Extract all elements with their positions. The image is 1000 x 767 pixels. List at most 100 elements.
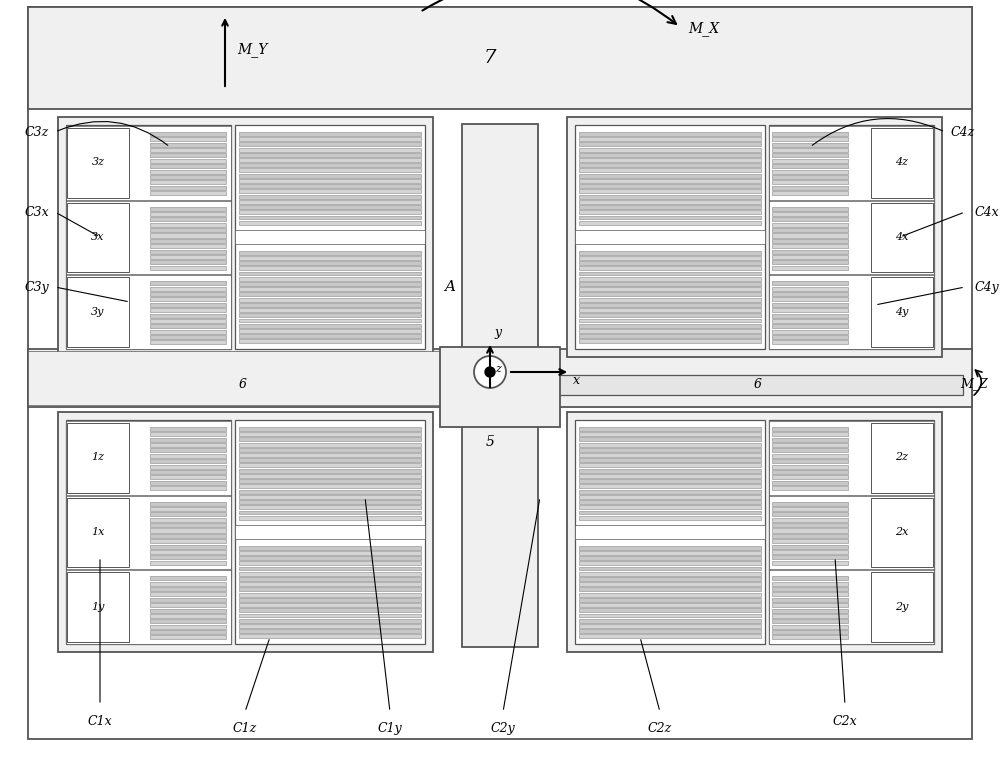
Bar bbox=[239, 474, 421, 478]
Text: 3y: 3y bbox=[91, 307, 105, 317]
Text: 3z: 3z bbox=[92, 157, 104, 167]
Bar bbox=[772, 330, 848, 334]
Bar bbox=[772, 239, 848, 243]
Bar bbox=[235, 230, 425, 244]
Bar bbox=[772, 433, 848, 436]
Bar bbox=[239, 261, 421, 265]
Bar bbox=[150, 148, 226, 152]
Bar bbox=[579, 551, 761, 555]
Text: A: A bbox=[444, 280, 456, 294]
Text: 2x: 2x bbox=[895, 527, 909, 537]
Bar bbox=[239, 577, 421, 581]
Text: C1y: C1y bbox=[378, 722, 402, 735]
FancyArrowPatch shape bbox=[422, 0, 676, 24]
Bar bbox=[579, 603, 761, 607]
Bar bbox=[579, 598, 761, 602]
Bar bbox=[239, 505, 421, 509]
Bar bbox=[150, 308, 226, 312]
Bar bbox=[579, 448, 761, 452]
Bar bbox=[239, 221, 421, 225]
Bar bbox=[772, 470, 848, 474]
Bar bbox=[150, 132, 226, 136]
Bar bbox=[239, 163, 421, 167]
Bar bbox=[579, 556, 761, 560]
Bar bbox=[150, 180, 226, 184]
Bar bbox=[772, 427, 848, 431]
Bar bbox=[769, 495, 934, 569]
Bar bbox=[579, 463, 761, 467]
Bar bbox=[28, 7, 972, 109]
Bar bbox=[239, 515, 421, 520]
Bar bbox=[150, 630, 226, 634]
Bar bbox=[579, 629, 761, 634]
Bar bbox=[239, 511, 421, 515]
Text: C3z: C3z bbox=[25, 126, 49, 139]
Bar bbox=[150, 597, 226, 602]
Bar bbox=[579, 495, 761, 499]
Bar bbox=[772, 523, 848, 527]
Bar bbox=[239, 500, 421, 504]
Bar bbox=[239, 216, 421, 219]
Bar bbox=[772, 624, 848, 629]
Bar bbox=[772, 148, 848, 152]
Bar bbox=[150, 528, 226, 532]
Bar bbox=[579, 266, 761, 270]
Bar bbox=[67, 278, 129, 347]
Text: C4y: C4y bbox=[975, 281, 1000, 294]
Bar bbox=[579, 334, 761, 338]
Bar bbox=[239, 608, 421, 612]
Bar bbox=[239, 629, 421, 634]
Bar bbox=[150, 212, 226, 216]
Bar bbox=[66, 420, 231, 644]
Bar bbox=[772, 614, 848, 618]
Bar bbox=[150, 438, 226, 442]
Bar bbox=[579, 567, 761, 571]
Text: 3x: 3x bbox=[91, 232, 105, 242]
Bar bbox=[150, 233, 226, 238]
Bar bbox=[772, 170, 848, 173]
Text: 4z: 4z bbox=[896, 157, 908, 167]
Bar bbox=[579, 292, 761, 296]
Text: 4y: 4y bbox=[895, 307, 909, 317]
Bar bbox=[772, 292, 848, 296]
Bar bbox=[150, 324, 226, 328]
Bar bbox=[239, 479, 421, 483]
Bar bbox=[769, 421, 934, 495]
Text: 1y: 1y bbox=[91, 601, 105, 611]
Bar bbox=[66, 125, 231, 349]
Bar bbox=[772, 576, 848, 581]
Bar bbox=[579, 505, 761, 509]
Bar bbox=[579, 485, 761, 489]
Bar bbox=[579, 469, 761, 472]
Bar bbox=[150, 287, 226, 291]
Bar bbox=[772, 534, 848, 538]
Bar bbox=[579, 437, 761, 441]
Bar bbox=[579, 158, 761, 162]
Bar bbox=[579, 179, 761, 183]
Bar bbox=[239, 561, 421, 565]
Bar bbox=[150, 137, 226, 141]
Bar bbox=[239, 308, 421, 312]
Bar bbox=[772, 287, 848, 291]
Bar bbox=[772, 512, 848, 516]
Bar bbox=[67, 572, 129, 642]
Circle shape bbox=[474, 356, 506, 388]
Bar bbox=[150, 635, 226, 640]
Bar bbox=[579, 132, 761, 136]
Bar bbox=[579, 137, 761, 141]
Bar bbox=[579, 216, 761, 219]
Bar bbox=[871, 128, 933, 198]
Bar bbox=[772, 132, 848, 136]
Bar bbox=[772, 244, 848, 249]
Bar bbox=[150, 624, 226, 629]
Bar bbox=[553, 375, 963, 395]
Bar bbox=[239, 469, 421, 472]
Bar bbox=[150, 459, 226, 463]
Bar bbox=[769, 125, 934, 349]
Bar bbox=[579, 427, 761, 431]
Bar bbox=[772, 265, 848, 270]
Bar bbox=[239, 287, 421, 291]
Text: C2x: C2x bbox=[833, 715, 857, 728]
Text: C4x: C4x bbox=[975, 206, 1000, 219]
Bar bbox=[772, 298, 848, 301]
